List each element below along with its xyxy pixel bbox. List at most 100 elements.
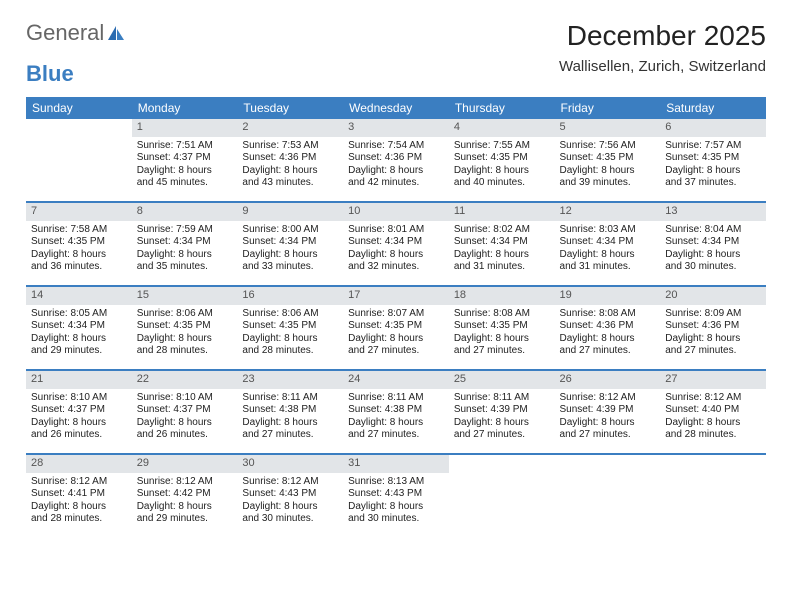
day-number: 24: [343, 371, 449, 389]
daylight-line-1: Daylight: 8 hours: [137, 501, 233, 514]
day-number: 16: [237, 287, 343, 305]
daylight-line-2: and 30 minutes.: [242, 513, 338, 526]
sunrise-line: Sunrise: 8:12 AM: [242, 476, 338, 489]
sunrise-line: Sunrise: 8:06 AM: [242, 308, 338, 321]
calendar-day-cell: 2Sunrise: 7:53 AMSunset: 4:36 PMDaylight…: [237, 119, 343, 202]
day-body: Sunrise: 8:12 AMSunset: 4:39 PMDaylight:…: [555, 389, 661, 446]
calendar-day-cell: 21Sunrise: 8:10 AMSunset: 4:37 PMDayligh…: [26, 370, 132, 454]
sunrise-line: Sunrise: 8:11 AM: [348, 392, 444, 405]
daylight-line-2: and 27 minutes.: [348, 345, 444, 358]
day-number: 4: [449, 119, 555, 137]
daylight-line-2: and 36 minutes.: [31, 261, 127, 274]
calendar-day-cell: 28Sunrise: 8:12 AMSunset: 4:41 PMDayligh…: [26, 454, 132, 537]
day-body: Sunrise: 7:59 AMSunset: 4:34 PMDaylight:…: [132, 221, 238, 278]
sunset-line: Sunset: 4:35 PM: [242, 320, 338, 333]
daylight-line-2: and 26 minutes.: [137, 429, 233, 442]
daylight-line-2: and 28 minutes.: [31, 513, 127, 526]
sunset-line: Sunset: 4:39 PM: [454, 404, 550, 417]
sunrise-line: Sunrise: 8:02 AM: [454, 224, 550, 237]
sunrise-line: Sunrise: 7:58 AM: [31, 224, 127, 237]
weekday-header: Tuesday: [237, 97, 343, 119]
daylight-line-2: and 27 minutes.: [560, 429, 656, 442]
daylight-line-2: and 27 minutes.: [454, 429, 550, 442]
sunrise-line: Sunrise: 8:11 AM: [454, 392, 550, 405]
day-body: Sunrise: 8:00 AMSunset: 4:34 PMDaylight:…: [237, 221, 343, 278]
daylight-line-1: Daylight: 8 hours: [454, 333, 550, 346]
day-body: Sunrise: 8:12 AMSunset: 4:41 PMDaylight:…: [26, 473, 132, 530]
weekday-header: Thursday: [449, 97, 555, 119]
day-body: Sunrise: 7:57 AMSunset: 4:35 PMDaylight:…: [660, 137, 766, 194]
sunrise-line: Sunrise: 8:12 AM: [137, 476, 233, 489]
calendar-table: SundayMondayTuesdayWednesdayThursdayFrid…: [26, 97, 766, 537]
day-body: Sunrise: 8:08 AMSunset: 4:35 PMDaylight:…: [449, 305, 555, 362]
sunset-line: Sunset: 4:43 PM: [348, 488, 444, 501]
daylight-line-1: Daylight: 8 hours: [242, 501, 338, 514]
calendar-day-cell: 17Sunrise: 8:07 AMSunset: 4:35 PMDayligh…: [343, 286, 449, 370]
sunrise-line: Sunrise: 7:57 AM: [665, 140, 761, 153]
sunrise-line: Sunrise: 8:12 AM: [665, 392, 761, 405]
daylight-line-1: Daylight: 8 hours: [242, 249, 338, 262]
daylight-line-1: Daylight: 8 hours: [665, 165, 761, 178]
sunset-line: Sunset: 4:41 PM: [31, 488, 127, 501]
day-body: Sunrise: 8:12 AMSunset: 4:40 PMDaylight:…: [660, 389, 766, 446]
sunrise-line: Sunrise: 8:07 AM: [348, 308, 444, 321]
sunrise-line: Sunrise: 8:06 AM: [137, 308, 233, 321]
calendar-day-cell: 31Sunrise: 8:13 AMSunset: 4:43 PMDayligh…: [343, 454, 449, 537]
daylight-line-2: and 35 minutes.: [137, 261, 233, 274]
daylight-line-2: and 29 minutes.: [31, 345, 127, 358]
weekday-header: Monday: [132, 97, 238, 119]
daylight-line-2: and 42 minutes.: [348, 177, 444, 190]
sunset-line: Sunset: 4:34 PM: [137, 236, 233, 249]
sunrise-line: Sunrise: 8:12 AM: [31, 476, 127, 489]
daylight-line-2: and 45 minutes.: [137, 177, 233, 190]
daylight-line-1: Daylight: 8 hours: [137, 333, 233, 346]
calendar-day-cell: 15Sunrise: 8:06 AMSunset: 4:35 PMDayligh…: [132, 286, 238, 370]
daylight-line-1: Daylight: 8 hours: [348, 249, 444, 262]
day-number: 28: [26, 455, 132, 473]
day-number: 29: [132, 455, 238, 473]
day-body: Sunrise: 8:08 AMSunset: 4:36 PMDaylight:…: [555, 305, 661, 362]
day-body: Sunrise: 8:02 AMSunset: 4:34 PMDaylight:…: [449, 221, 555, 278]
daylight-line-1: Daylight: 8 hours: [560, 165, 656, 178]
day-number: 15: [132, 287, 238, 305]
day-body: Sunrise: 8:09 AMSunset: 4:36 PMDaylight:…: [660, 305, 766, 362]
daylight-line-2: and 39 minutes.: [560, 177, 656, 190]
day-body: Sunrise: 7:56 AMSunset: 4:35 PMDaylight:…: [555, 137, 661, 194]
day-body: Sunrise: 7:54 AMSunset: 4:36 PMDaylight:…: [343, 137, 449, 194]
daylight-line-1: Daylight: 8 hours: [560, 417, 656, 430]
daylight-line-2: and 43 minutes.: [242, 177, 338, 190]
daylight-line-1: Daylight: 8 hours: [348, 417, 444, 430]
daylight-line-1: Daylight: 8 hours: [560, 333, 656, 346]
day-body: Sunrise: 8:06 AMSunset: 4:35 PMDaylight:…: [237, 305, 343, 362]
calendar-day-cell: 18Sunrise: 8:08 AMSunset: 4:35 PMDayligh…: [449, 286, 555, 370]
sunset-line: Sunset: 4:37 PM: [137, 404, 233, 417]
day-body: Sunrise: 8:11 AMSunset: 4:38 PMDaylight:…: [237, 389, 343, 446]
sunrise-line: Sunrise: 8:01 AM: [348, 224, 444, 237]
day-body: Sunrise: 8:10 AMSunset: 4:37 PMDaylight:…: [26, 389, 132, 446]
sunset-line: Sunset: 4:39 PM: [560, 404, 656, 417]
sunset-line: Sunset: 4:36 PM: [348, 152, 444, 165]
weekday-header: Saturday: [660, 97, 766, 119]
day-body: Sunrise: 7:58 AMSunset: 4:35 PMDaylight:…: [26, 221, 132, 278]
sunset-line: Sunset: 4:37 PM: [137, 152, 233, 165]
title-block: December 2025 Wallisellen, Zurich, Switz…: [559, 20, 766, 75]
day-body: Sunrise: 8:10 AMSunset: 4:37 PMDaylight:…: [132, 389, 238, 446]
calendar-day-cell: 6Sunrise: 7:57 AMSunset: 4:35 PMDaylight…: [660, 119, 766, 202]
day-body: Sunrise: 8:01 AMSunset: 4:34 PMDaylight:…: [343, 221, 449, 278]
day-body: Sunrise: 7:55 AMSunset: 4:35 PMDaylight:…: [449, 137, 555, 194]
daylight-line-2: and 31 minutes.: [454, 261, 550, 274]
sunrise-line: Sunrise: 8:05 AM: [31, 308, 127, 321]
sunrise-line: Sunrise: 8:12 AM: [560, 392, 656, 405]
day-number: 10: [343, 203, 449, 221]
day-body: Sunrise: 8:03 AMSunset: 4:34 PMDaylight:…: [555, 221, 661, 278]
sunset-line: Sunset: 4:36 PM: [242, 152, 338, 165]
daylight-line-1: Daylight: 8 hours: [665, 249, 761, 262]
sunrise-line: Sunrise: 8:09 AM: [665, 308, 761, 321]
daylight-line-1: Daylight: 8 hours: [454, 249, 550, 262]
calendar-day-cell: 30Sunrise: 8:12 AMSunset: 4:43 PMDayligh…: [237, 454, 343, 537]
calendar-day-cell: 1Sunrise: 7:51 AMSunset: 4:37 PMDaylight…: [132, 119, 238, 202]
calendar-day-cell: 23Sunrise: 8:11 AMSunset: 4:38 PMDayligh…: [237, 370, 343, 454]
daylight-line-1: Daylight: 8 hours: [348, 333, 444, 346]
sunset-line: Sunset: 4:38 PM: [242, 404, 338, 417]
calendar-day-cell: 8Sunrise: 7:59 AMSunset: 4:34 PMDaylight…: [132, 202, 238, 286]
